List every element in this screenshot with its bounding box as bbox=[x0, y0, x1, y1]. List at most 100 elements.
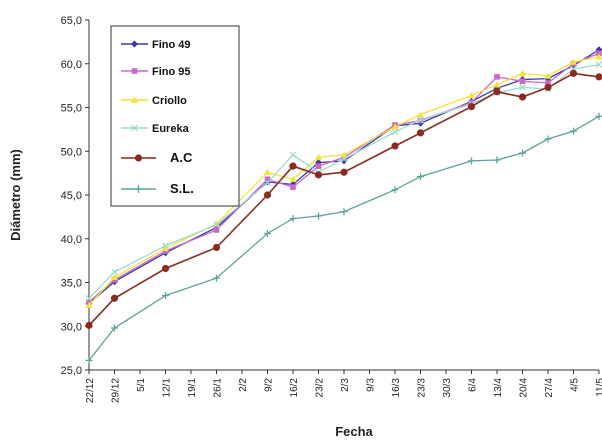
data-point bbox=[85, 356, 93, 364]
data-point bbox=[289, 215, 297, 223]
data-point bbox=[85, 294, 93, 302]
x-tick-label: 13/4 bbox=[493, 378, 504, 398]
legend-item: Eureka bbox=[121, 123, 190, 135]
data-point bbox=[110, 294, 119, 302]
data-point bbox=[289, 162, 297, 170]
data-point bbox=[263, 191, 272, 199]
y-tick-label: 30,0 bbox=[61, 321, 82, 333]
data-point bbox=[315, 153, 322, 161]
series-line bbox=[88, 56, 600, 306]
data-point bbox=[289, 175, 297, 183]
legend-item: Criollo bbox=[121, 95, 187, 107]
data-point bbox=[111, 324, 118, 332]
y-tick-label: 50,0 bbox=[61, 146, 82, 158]
data-point bbox=[518, 93, 527, 101]
data-point bbox=[595, 61, 602, 68]
x-tick-label: 30/3 bbox=[442, 378, 453, 398]
y-axis-title: Diámetro (mm) bbox=[8, 149, 23, 241]
y-tick-label: 40,0 bbox=[61, 234, 82, 246]
data-point bbox=[570, 127, 577, 135]
data-point bbox=[519, 78, 526, 85]
legend-swatch-marker bbox=[131, 124, 138, 132]
x-tick-label: 16/3 bbox=[391, 378, 402, 398]
x-tick-label: 11/5 bbox=[595, 378, 602, 397]
series-line bbox=[88, 63, 600, 299]
data-point bbox=[493, 88, 501, 96]
legend-box bbox=[110, 25, 240, 207]
x-tick-label: 6/4 bbox=[468, 378, 479, 392]
y-tick-label: 55,0 bbox=[61, 103, 82, 115]
x-tick-label: 20/4 bbox=[519, 378, 530, 398]
x-tick-label: 12/1 bbox=[162, 378, 173, 398]
data-point bbox=[290, 184, 296, 190]
data-point bbox=[264, 176, 271, 183]
y-tick-label: 60,0 bbox=[61, 59, 82, 71]
x-tick-label: 2/3 bbox=[340, 378, 351, 392]
legend-swatch-marker bbox=[134, 185, 143, 193]
data-point bbox=[391, 128, 399, 136]
x-tick-label: 2/2 bbox=[238, 378, 249, 392]
data-point bbox=[519, 84, 526, 91]
legend-label: A.C bbox=[170, 150, 193, 165]
data-point bbox=[391, 142, 399, 150]
x-tick-label: 23/2 bbox=[315, 378, 326, 398]
legend: Fino 49 Fino 95 Criollo Eureka A.C S.L. bbox=[110, 25, 240, 207]
data-point bbox=[213, 274, 220, 282]
data-point bbox=[161, 264, 170, 273]
data-point bbox=[314, 171, 323, 179]
data-point bbox=[417, 111, 424, 118]
data-point bbox=[417, 116, 424, 124]
series-a-c bbox=[85, 69, 602, 329]
data-point bbox=[315, 163, 322, 169]
legend-label: Eureka bbox=[152, 123, 190, 135]
data-point bbox=[111, 268, 118, 276]
legend-swatch-marker bbox=[134, 154, 143, 162]
legend-item: Fino 95 bbox=[121, 66, 191, 78]
data-point bbox=[162, 242, 169, 250]
series-s-l bbox=[85, 112, 602, 364]
legend-item: A.C bbox=[121, 150, 193, 165]
data-point bbox=[340, 208, 348, 216]
data-point bbox=[289, 151, 297, 159]
x-tick-label: 27/4 bbox=[544, 378, 555, 398]
data-point bbox=[519, 69, 526, 77]
data-point bbox=[85, 321, 93, 329]
data-point bbox=[493, 156, 501, 164]
legend-label: Fino 49 bbox=[152, 39, 191, 51]
series-line bbox=[88, 72, 600, 326]
data-point bbox=[595, 112, 602, 120]
data-point bbox=[213, 227, 220, 233]
data-point bbox=[340, 168, 348, 176]
data-point bbox=[213, 221, 220, 229]
series-criollo bbox=[85, 53, 602, 309]
x-tick-label: 9/2 bbox=[264, 378, 275, 392]
x-tick-label: 16/2 bbox=[289, 378, 300, 398]
legend-label: Fino 95 bbox=[152, 66, 191, 78]
data-point bbox=[416, 129, 425, 137]
y-tick-label: 65,0 bbox=[61, 15, 82, 27]
data-point bbox=[545, 80, 551, 86]
series-layer bbox=[85, 46, 602, 364]
x-tick-label: 4/5 bbox=[570, 378, 581, 392]
x-tick-label: 22/12 bbox=[85, 378, 96, 403]
data-point bbox=[315, 212, 322, 220]
data-point bbox=[162, 292, 169, 300]
data-point bbox=[544, 83, 552, 91]
data-point bbox=[468, 91, 475, 99]
data-point bbox=[391, 123, 399, 130]
data-point bbox=[111, 273, 118, 281]
x-tick-label: 29/12 bbox=[111, 378, 122, 403]
x-tick-label: 26/1 bbox=[213, 378, 224, 398]
data-point bbox=[212, 243, 221, 252]
data-point bbox=[569, 69, 578, 77]
data-point bbox=[467, 103, 476, 111]
data-point bbox=[519, 149, 526, 157]
data-point bbox=[85, 301, 93, 309]
data-point bbox=[340, 151, 348, 158]
data-point bbox=[494, 74, 500, 80]
data-point bbox=[417, 173, 424, 181]
data-point bbox=[340, 155, 348, 163]
y-tick-label: 35,0 bbox=[61, 278, 82, 290]
series-line bbox=[88, 115, 600, 361]
legend-item: S.L. bbox=[121, 181, 194, 196]
